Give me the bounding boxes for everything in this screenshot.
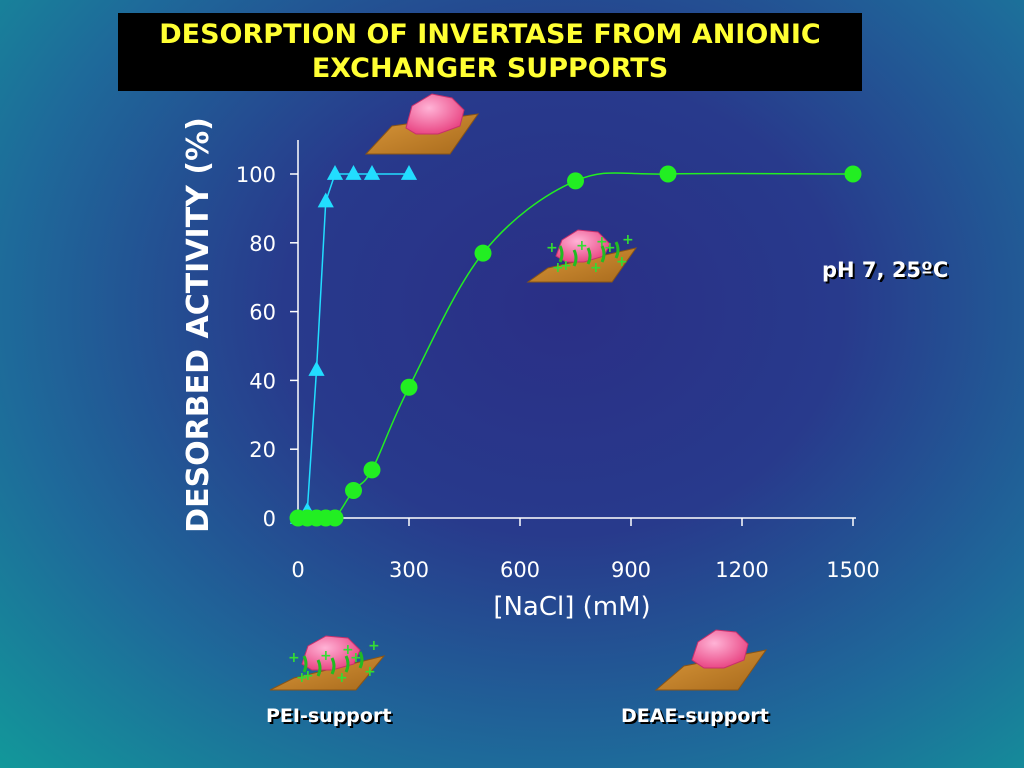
svg-text:+: +: [622, 232, 634, 248]
svg-text:+: +: [288, 650, 300, 666]
x-tick-label: 900: [611, 558, 651, 582]
axis-ticks: 0 20 40 60 80 100 0 300 600 900 1200 1500: [236, 163, 880, 582]
chart-title-line-2: EXCHANGER SUPPORTS: [311, 53, 669, 84]
pei-series-line: [298, 172, 854, 519]
svg-text:+: +: [546, 240, 558, 256]
svg-text:+: +: [320, 648, 332, 664]
deae-data-point: [363, 165, 381, 180]
pei-data-point: [400, 378, 418, 396]
y-tick-label: 80: [249, 232, 276, 256]
y-axis-title: DESORBED ACTIVITY (%): [181, 117, 216, 533]
title-box: DESORPTION OF INVERTASE FROM ANIONIC EXC…: [118, 13, 862, 91]
svg-text:+: +: [560, 258, 572, 274]
svg-text:+: +: [604, 240, 616, 256]
x-tick-label: 1500: [826, 558, 879, 582]
pei-support-icon-mid: +++ +++ +++: [526, 229, 638, 283]
deae-series-line: [297, 173, 409, 519]
pei-data-point: [844, 165, 862, 183]
y-tick-label: 100: [236, 163, 276, 187]
svg-text:+: +: [336, 670, 348, 686]
x-tick-label: 0: [291, 558, 304, 582]
svg-text:+: +: [296, 670, 308, 686]
svg-text:+: +: [590, 260, 602, 276]
deae-data-point: [308, 361, 325, 376]
data-series: [289, 165, 862, 527]
svg-text:+: +: [616, 254, 628, 270]
pei-support-icon-bottom: +++ +++ +++: [269, 635, 386, 691]
chart-title-line-1: DESORPTION OF INVERTASE FROM ANIONIC: [159, 19, 821, 50]
svg-text:+: +: [350, 650, 362, 666]
svg-text:+: +: [302, 668, 314, 684]
pei-data-point: [326, 509, 344, 527]
pei-data-point: [659, 165, 677, 183]
x-axis-title: [NaCl] (mM): [493, 592, 650, 622]
y-tick-label: 40: [249, 369, 276, 393]
y-tick-label: 60: [249, 301, 276, 325]
deae-data-point: [400, 165, 418, 180]
pei-data-point: [345, 481, 362, 499]
deae-data-point: [345, 165, 362, 180]
y-tick-label: 20: [249, 438, 276, 462]
pei-support-label: PEI-support: [266, 705, 392, 727]
y-tick-label: 0: [263, 507, 276, 531]
deae-support-icon-top: [364, 93, 480, 155]
deae-data-point: [317, 192, 334, 208]
x-tick-label: 300: [389, 558, 429, 582]
pei-data-point: [567, 172, 584, 190]
pei-data-point: [363, 461, 381, 479]
svg-text:+: +: [364, 664, 376, 680]
svg-text:+: +: [552, 260, 564, 276]
svg-text:+: +: [342, 642, 354, 658]
svg-text:+: +: [576, 238, 588, 254]
svg-text:+: +: [596, 234, 608, 250]
condition-note: pH 7, 25ºC: [822, 258, 949, 282]
svg-text:+: +: [368, 638, 380, 654]
x-tick-label: 1200: [715, 558, 768, 582]
deae-support-icon-bottom: [654, 629, 768, 691]
x-tick-label: 600: [500, 558, 540, 582]
deae-data-point: [326, 165, 344, 180]
deae-support-label: DEAE-support: [621, 705, 769, 727]
pei-data-point: [474, 244, 492, 262]
